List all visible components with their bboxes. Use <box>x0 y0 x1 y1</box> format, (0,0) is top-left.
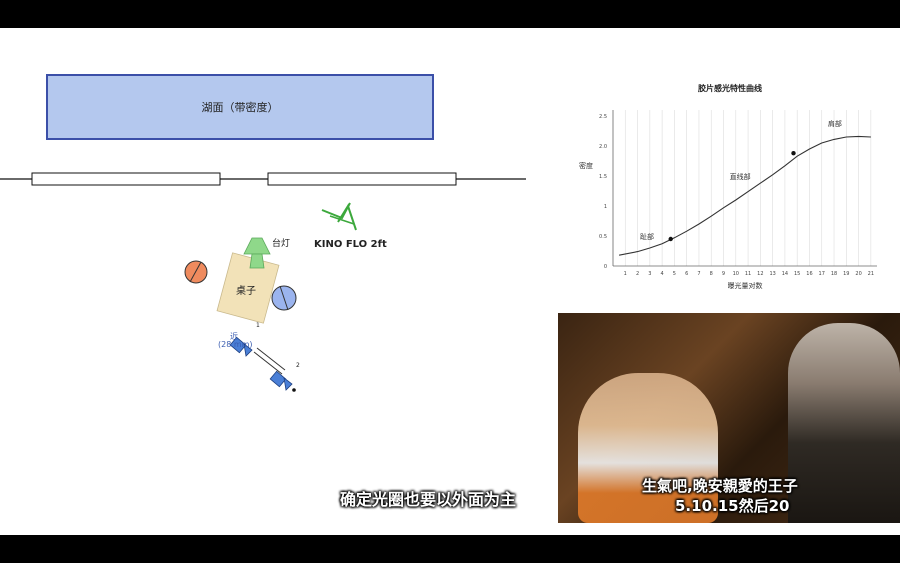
floorplan-svg <box>0 172 526 392</box>
x-tick-label: 15 <box>794 271 800 277</box>
table-label: 桌子 <box>236 286 256 297</box>
x-tick-label: 5 <box>673 271 676 277</box>
y-tick-label: 1 <box>604 204 607 210</box>
kino-flo-label: KINO FLO 2ft <box>314 239 387 250</box>
x-tick-label: 12 <box>757 271 763 277</box>
x-tick-label: 7 <box>697 271 700 277</box>
y-tick-label: 0.5 <box>599 234 607 240</box>
x-tick-label: 6 <box>685 271 688 277</box>
slide-canvas: 湖面（带密度） <box>0 28 900 535</box>
x-tick-label: 13 <box>769 271 775 277</box>
characteristic-curve-chart: 1 2 3 4 5 6 7 8 9 10 11 12 13 14 15 16 17 18 19 20 2100.511.… <box>579 110 877 290</box>
person-blue-icon <box>271 285 297 311</box>
lamp-label: 台灯 <box>272 239 291 249</box>
x-tick-label: 1 <box>624 271 627 277</box>
lake-rectangle: 湖面（带密度） <box>46 74 434 140</box>
film-subtitle-line1: 生氣吧,晚安親愛的王子 <box>642 477 798 495</box>
x-tick-label: 20 <box>855 271 861 277</box>
curve-annotation: 肩部 <box>828 119 842 128</box>
film-still-photo: 生氣吧,晚安親愛的王子 5.10.15然后20 <box>558 313 900 523</box>
x-tick-label: 9 <box>722 271 725 277</box>
figure-left <box>578 373 718 523</box>
curve-annotation: 趾部 <box>640 232 654 241</box>
camera-num-1: 1 <box>256 322 260 329</box>
camera-2-icon <box>269 370 293 391</box>
lake-label: 湖面（带密度） <box>201 101 279 114</box>
x-tick-label: 4 <box>661 271 664 277</box>
main-subtitle: 确定光圈也要以外面为主 <box>340 490 517 509</box>
camera-1-icon <box>229 336 253 357</box>
window-right <box>267 172 457 186</box>
letterbox-bottom <box>0 535 900 563</box>
curve-line <box>618 135 871 256</box>
x-tick-label: 17 <box>819 271 825 277</box>
x-tick-label: 19 <box>843 271 849 277</box>
y-tick-label: 2.5 <box>599 114 607 120</box>
x-tick-label: 10 <box>733 271 739 277</box>
curve-point <box>791 151 796 156</box>
x-tick-label: 16 <box>806 271 812 277</box>
camera-num-2: 2 <box>296 362 300 369</box>
x-tick-label: 11 <box>745 271 751 277</box>
x-tick-label: 14 <box>782 271 788 277</box>
y-tick-label: 1.5 <box>599 174 607 180</box>
x-tick-label: 3 <box>648 271 651 277</box>
window-left <box>31 172 221 186</box>
x-tick-label: 21 <box>868 271 874 277</box>
dolly-track <box>253 351 283 375</box>
letterbox-top <box>0 0 900 28</box>
curve-point <box>668 236 673 242</box>
x-tick-label: 18 <box>831 271 837 277</box>
lamp-icon <box>243 237 271 269</box>
person-orange-icon <box>184 260 208 284</box>
y-axis-label: 密度 <box>579 161 593 170</box>
camera-label: 近 <box>230 332 238 341</box>
chart-title: 胶片感光特性曲线 <box>698 84 762 93</box>
x-tick-label: 2 <box>636 271 639 277</box>
y-tick-label: 2.0 <box>599 144 607 150</box>
curve-annotation: 直线部 <box>730 172 751 181</box>
kino-flo-light-icon <box>321 202 357 231</box>
figure-right <box>788 323 900 523</box>
x-axis-label: 曝光量对数 <box>728 281 763 290</box>
camera-lens-label: (28 mm) <box>218 340 253 349</box>
y-tick-label: 0 <box>604 264 607 270</box>
x-tick-label: 8 <box>710 271 713 277</box>
film-subtitle-line2: 5.10.15然后20 <box>675 497 790 515</box>
